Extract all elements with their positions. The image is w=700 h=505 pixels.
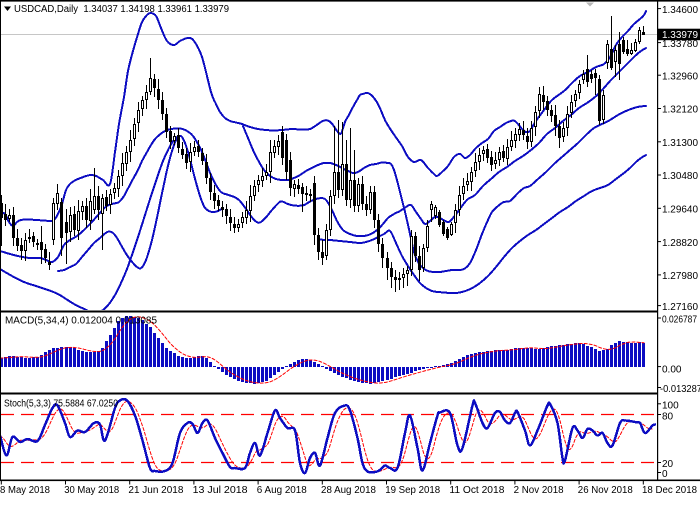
svg-text:1.32960: 1.32960: [662, 71, 698, 82]
svg-text:1.31300: 1.31300: [662, 138, 698, 149]
svg-text:13 Jul 2018: 13 Jul 2018: [193, 485, 248, 496]
svg-text:100: 100: [662, 401, 679, 412]
svg-text:1.34600: 1.34600: [662, 5, 698, 16]
svg-text:USDCAD,Daily 1.34037 1.34198: USDCAD,Daily 1.34037 1.34198 1.33961 1.3…: [14, 4, 229, 15]
svg-text:1.33780: 1.33780: [662, 39, 698, 50]
svg-text:11 Oct 2018: 11 Oct 2018: [449, 485, 504, 496]
svg-text:19 Sep 2018: 19 Sep 2018: [385, 485, 440, 496]
svg-text:6 Aug 2018: 6 Aug 2018: [257, 485, 307, 496]
svg-text:1.27980: 1.27980: [662, 271, 698, 282]
svg-text:1.29640: 1.29640: [662, 205, 698, 216]
svg-text:26 Nov 2018: 26 Nov 2018: [578, 485, 633, 496]
svg-text:0.00: 0.00: [662, 364, 682, 375]
svg-text:20: 20: [662, 459, 674, 470]
svg-text:1.27160: 1.27160: [662, 302, 698, 313]
svg-text:1.28820: 1.28820: [662, 238, 698, 249]
svg-text:8 May 2018: 8 May 2018: [0, 485, 50, 496]
svg-text:0.026787: 0.026787: [662, 315, 697, 326]
svg-text:1.30480: 1.30480: [662, 171, 698, 182]
svg-text:80: 80: [662, 412, 674, 423]
svg-text:21 Jun 2018: 21 Jun 2018: [128, 485, 183, 496]
svg-text:-0.013287: -0.013287: [660, 384, 700, 395]
svg-text:28 Aug 2018: 28 Aug 2018: [321, 485, 376, 496]
svg-text:30 May 2018: 30 May 2018: [64, 485, 119, 496]
svg-text:Stoch(5,3,3) 75.5884 67.0250: Stoch(5,3,3) 75.5884 67.0250: [4, 399, 118, 410]
svg-text:1.32120: 1.32120: [662, 105, 698, 116]
svg-text:MACD(5,34,4) 0.012004 0.013085: MACD(5,34,4) 0.012004 0.013085: [5, 315, 157, 326]
svg-text:0: 0: [662, 469, 668, 480]
svg-text:18 Dec 2018: 18 Dec 2018: [642, 485, 697, 496]
svg-text:2 Nov 2018: 2 Nov 2018: [514, 485, 564, 496]
svg-text:1.33979: 1.33979: [662, 30, 698, 41]
